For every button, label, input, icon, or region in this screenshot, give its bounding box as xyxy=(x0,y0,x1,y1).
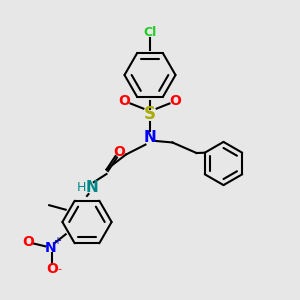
Text: O: O xyxy=(46,262,58,276)
Text: +: + xyxy=(53,236,61,246)
Text: O: O xyxy=(113,145,125,159)
Text: O: O xyxy=(118,94,130,108)
Text: O: O xyxy=(22,236,34,249)
Text: S: S xyxy=(144,105,156,123)
Text: H: H xyxy=(77,181,87,194)
Text: O: O xyxy=(169,94,181,108)
Text: Cl: Cl xyxy=(143,26,157,39)
Text: N: N xyxy=(45,241,56,255)
Text: N: N xyxy=(86,180,98,195)
Text: N: N xyxy=(144,130,156,146)
Text: -: - xyxy=(57,264,61,274)
